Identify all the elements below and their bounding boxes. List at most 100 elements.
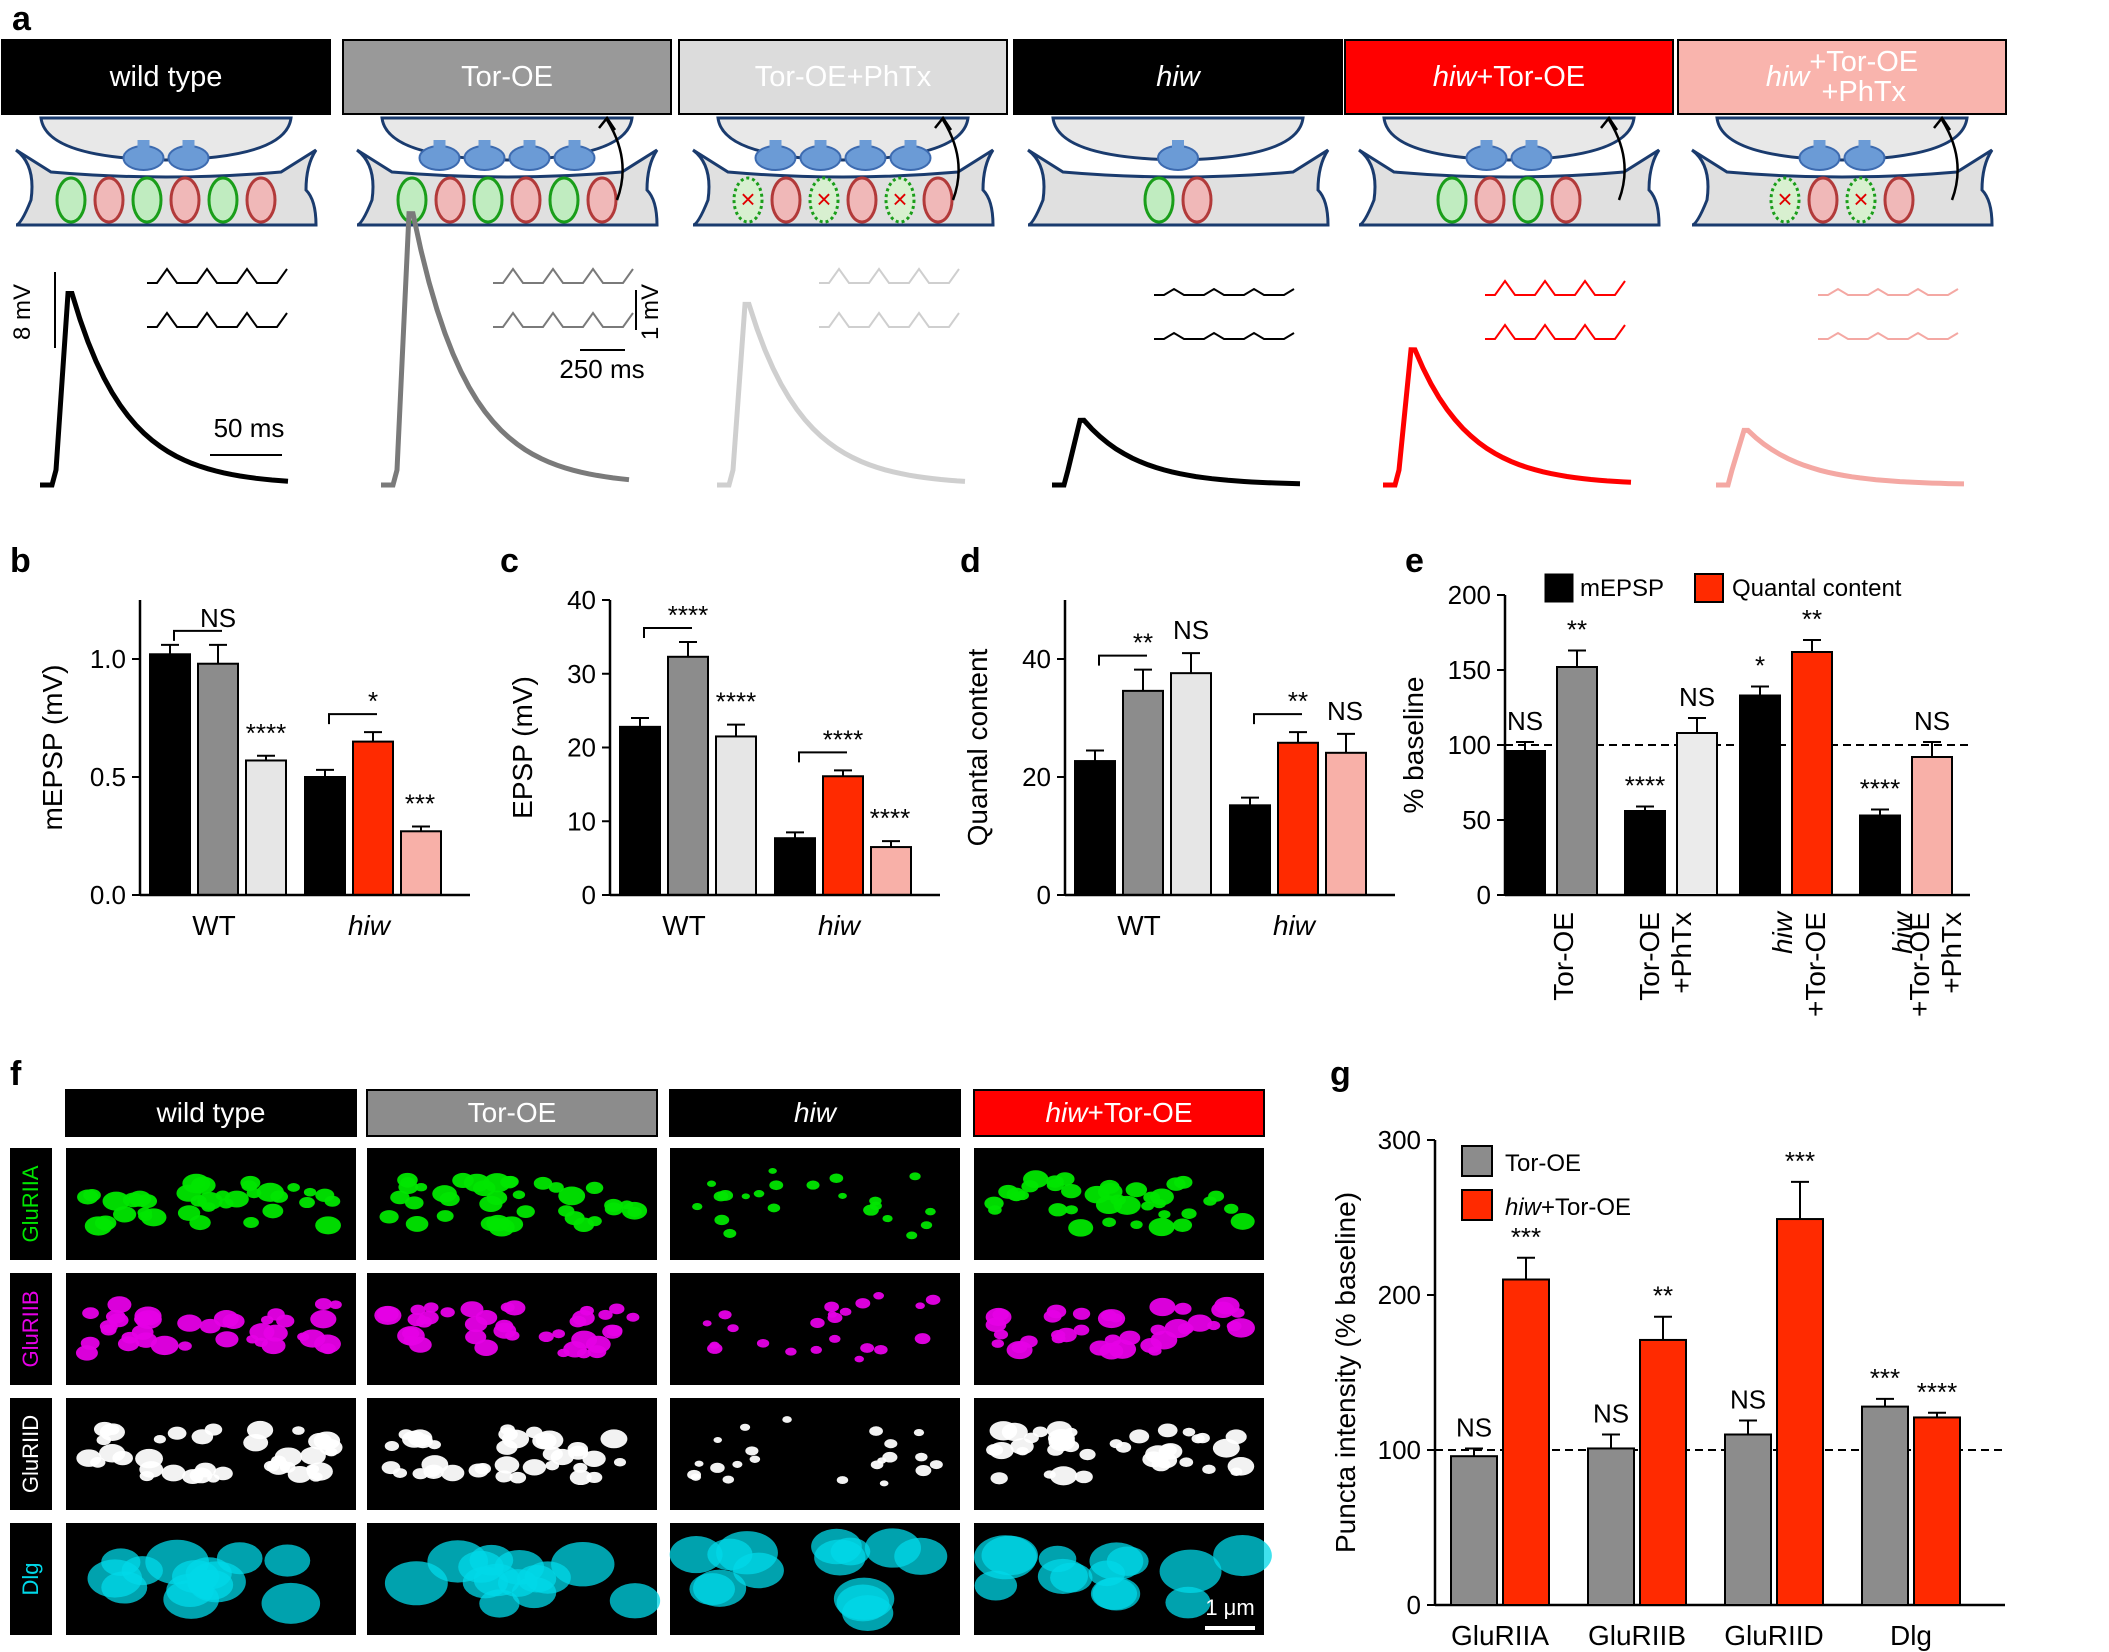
puncta-blob xyxy=(1145,1445,1172,1464)
puncta-blob xyxy=(267,1308,285,1321)
x-label-line: +Tor-OE xyxy=(1904,912,1935,1017)
sig-annotation: **** xyxy=(870,803,910,833)
puncta-blob xyxy=(436,1210,454,1222)
mepsp-trace xyxy=(147,311,288,328)
scale-label-1mv: 1 mV xyxy=(637,284,664,340)
x-label-line: Tor-OE xyxy=(1548,912,1579,1001)
y-tick-label: 150 xyxy=(1448,655,1491,685)
legend-swatch-mepsp xyxy=(1544,573,1574,603)
sig-annotation: *** xyxy=(1870,1363,1900,1393)
micrograph-tile xyxy=(367,1398,657,1510)
bar-gluriid-1 xyxy=(1776,1218,1824,1607)
puncta-blob xyxy=(1051,1333,1066,1344)
postsynaptic-membrane xyxy=(692,148,995,227)
bar-dlg-0 xyxy=(1861,1405,1909,1606)
puncta-blob xyxy=(1149,1297,1176,1317)
puncta-blob xyxy=(421,1455,449,1474)
puncta-blob xyxy=(627,1206,642,1218)
x-group-label: WT xyxy=(662,910,706,941)
sig-annotation: ** xyxy=(1802,604,1822,634)
vesicle-stalk xyxy=(433,140,446,154)
puncta-blob xyxy=(753,1189,765,1198)
sig-annotation: **** xyxy=(1917,1377,1957,1407)
puncta-blob xyxy=(287,1183,300,1192)
puncta-blob xyxy=(993,1329,1009,1340)
puncta-blob xyxy=(1015,1190,1029,1201)
puncta-blob xyxy=(925,1294,941,1305)
receptor-icon xyxy=(131,176,163,224)
receptor-icon xyxy=(396,176,428,224)
puncta-blob xyxy=(410,1304,426,1316)
sig-annotation: NS xyxy=(200,603,236,633)
synapse-cartoon xyxy=(356,115,659,227)
puncta-blob xyxy=(274,1447,303,1467)
puncta-blob xyxy=(102,1324,116,1334)
puncta-blob xyxy=(153,1435,166,1444)
puncta-blob xyxy=(1073,1324,1090,1336)
y-tick-label: 1.0 xyxy=(90,644,126,674)
x-label-line: hiw xyxy=(1767,910,1798,954)
puncta-blob xyxy=(522,1459,547,1476)
puncta-blob xyxy=(609,1303,625,1315)
legend-label-mepsp: mEPSP xyxy=(1580,575,1664,602)
puncta-blob xyxy=(496,1440,518,1455)
panel-f-header-label: wild type xyxy=(156,1097,266,1128)
retrograde-arrowhead xyxy=(934,115,953,131)
puncta-blob xyxy=(718,1310,732,1320)
sig-annotation: * xyxy=(368,686,378,716)
bar-hiw xyxy=(1229,804,1271,897)
puncta-blob xyxy=(727,1324,739,1333)
panel-letter-f: f xyxy=(10,1055,22,1093)
puncta-blob xyxy=(1068,1219,1094,1237)
row-label-box xyxy=(10,1273,52,1385)
puncta-blob xyxy=(1227,1318,1255,1338)
puncta-blob xyxy=(1230,1467,1243,1476)
x-label-line: +PhTx xyxy=(1666,912,1697,994)
row-label-gluriib: GluRIIB xyxy=(18,1290,43,1367)
sig-annotation: ** xyxy=(1288,686,1308,716)
puncta-blob xyxy=(710,1462,725,1473)
bar-wild-type xyxy=(149,653,191,897)
presynaptic-bouton xyxy=(39,116,293,162)
puncta-blob xyxy=(256,1182,284,1202)
receptor-icon xyxy=(1807,176,1839,224)
puncta-blob xyxy=(1108,1339,1137,1359)
micrograph-tile xyxy=(670,1398,960,1510)
receptor-icon xyxy=(510,176,542,224)
synapse-cartoon xyxy=(15,116,318,227)
puncta-blob xyxy=(98,1219,114,1231)
puncta-blob xyxy=(213,1466,233,1481)
puncta-blob xyxy=(407,1312,427,1327)
puncta-blob xyxy=(836,1476,849,1485)
panel-f-header-label-part: hiw xyxy=(794,1097,838,1128)
puncta-blob xyxy=(440,1464,465,1482)
bar-hiw xyxy=(304,776,346,896)
receptor-icon xyxy=(55,176,87,224)
panel-a-header-label: hiw +Tor-OE +PhTx xyxy=(1765,45,1919,108)
sig-bracket xyxy=(798,751,847,763)
sig-annotation: ** xyxy=(1653,1281,1673,1311)
sig-bracket xyxy=(1253,713,1302,725)
bar-gluriib-0 xyxy=(1587,1447,1635,1606)
receptor-icon xyxy=(1883,176,1915,224)
receptor-icon xyxy=(1181,176,1213,224)
puncta-blob xyxy=(374,1305,402,1325)
puncta-blob xyxy=(167,1426,187,1440)
y-tick-label: 0 xyxy=(1037,880,1051,910)
puncta-blob xyxy=(300,1446,326,1465)
puncta-blob xyxy=(533,1176,553,1190)
puncta-blob xyxy=(1159,1549,1222,1593)
puncta-blob xyxy=(1230,1213,1255,1230)
blocked-receptor-icon: × xyxy=(1777,184,1792,214)
puncta-blob xyxy=(829,1173,844,1184)
x-label-line-part: +Tor-OE xyxy=(1800,912,1831,1017)
puncta-blob xyxy=(264,1544,311,1577)
synapse-cartoon: × × xyxy=(1691,115,1994,227)
puncta-blob xyxy=(600,1429,628,1449)
puncta-blob xyxy=(669,1536,723,1574)
puncta-blob xyxy=(1100,1310,1117,1321)
bar-hiw-tor-oe-phtx xyxy=(1325,751,1367,896)
puncta-blob xyxy=(860,1343,875,1353)
puncta-blob xyxy=(1061,1184,1082,1199)
puncta-blob xyxy=(320,1343,336,1355)
